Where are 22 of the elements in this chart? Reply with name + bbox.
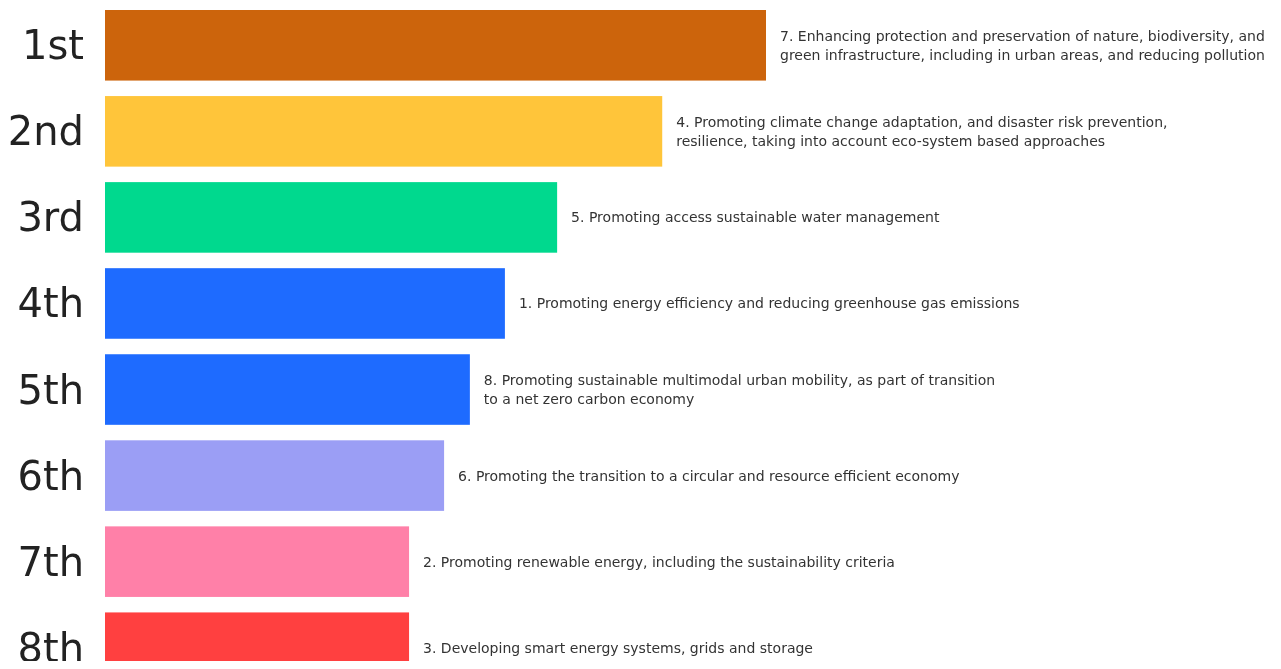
annotation: 6. Promoting the transition to a circular and resource efficient economy — [458, 467, 960, 484]
y-tick-label: 5th — [17, 366, 84, 413]
bar — [105, 10, 766, 81]
y-tick-label: 1st — [22, 22, 84, 69]
annotation: 3. Developing smart energy systems, grids and storage — [423, 639, 813, 656]
y-tick-label: 3rd — [17, 194, 84, 241]
y-tick-label: 6th — [17, 452, 84, 499]
bar — [105, 268, 505, 339]
annotation: 5. Promoting access sustainable water management — [571, 209, 940, 226]
bar — [105, 182, 558, 253]
annotation: 7. Enhancing protection and preservation of nature, biodiversity, and green infrastructure, including in urban areas, and reducing pollution — [780, 27, 1265, 63]
bar — [105, 354, 470, 425]
annotation: 2. Promoting renewable energy, including the sustainability criteria — [423, 553, 895, 570]
bar — [105, 526, 410, 597]
annotation: 4. Promoting climate change adaptation, and disaster risk prevention, resilience, taking into account eco-system based approaches — [676, 113, 1168, 149]
y-tick-label: 4th — [17, 280, 84, 327]
annotation: 1. Promoting energy efficiency and reducing greenhouse gas emissions — [518, 295, 1020, 312]
y-tick-label: 7th — [17, 538, 84, 585]
annotation: 8. Promoting sustainable multimodal urban mobility, as part of transition to a net zero carbon economy — [483, 372, 996, 408]
bar — [105, 96, 663, 167]
bar — [105, 440, 445, 511]
y-tick-label: 2nd — [7, 108, 84, 155]
